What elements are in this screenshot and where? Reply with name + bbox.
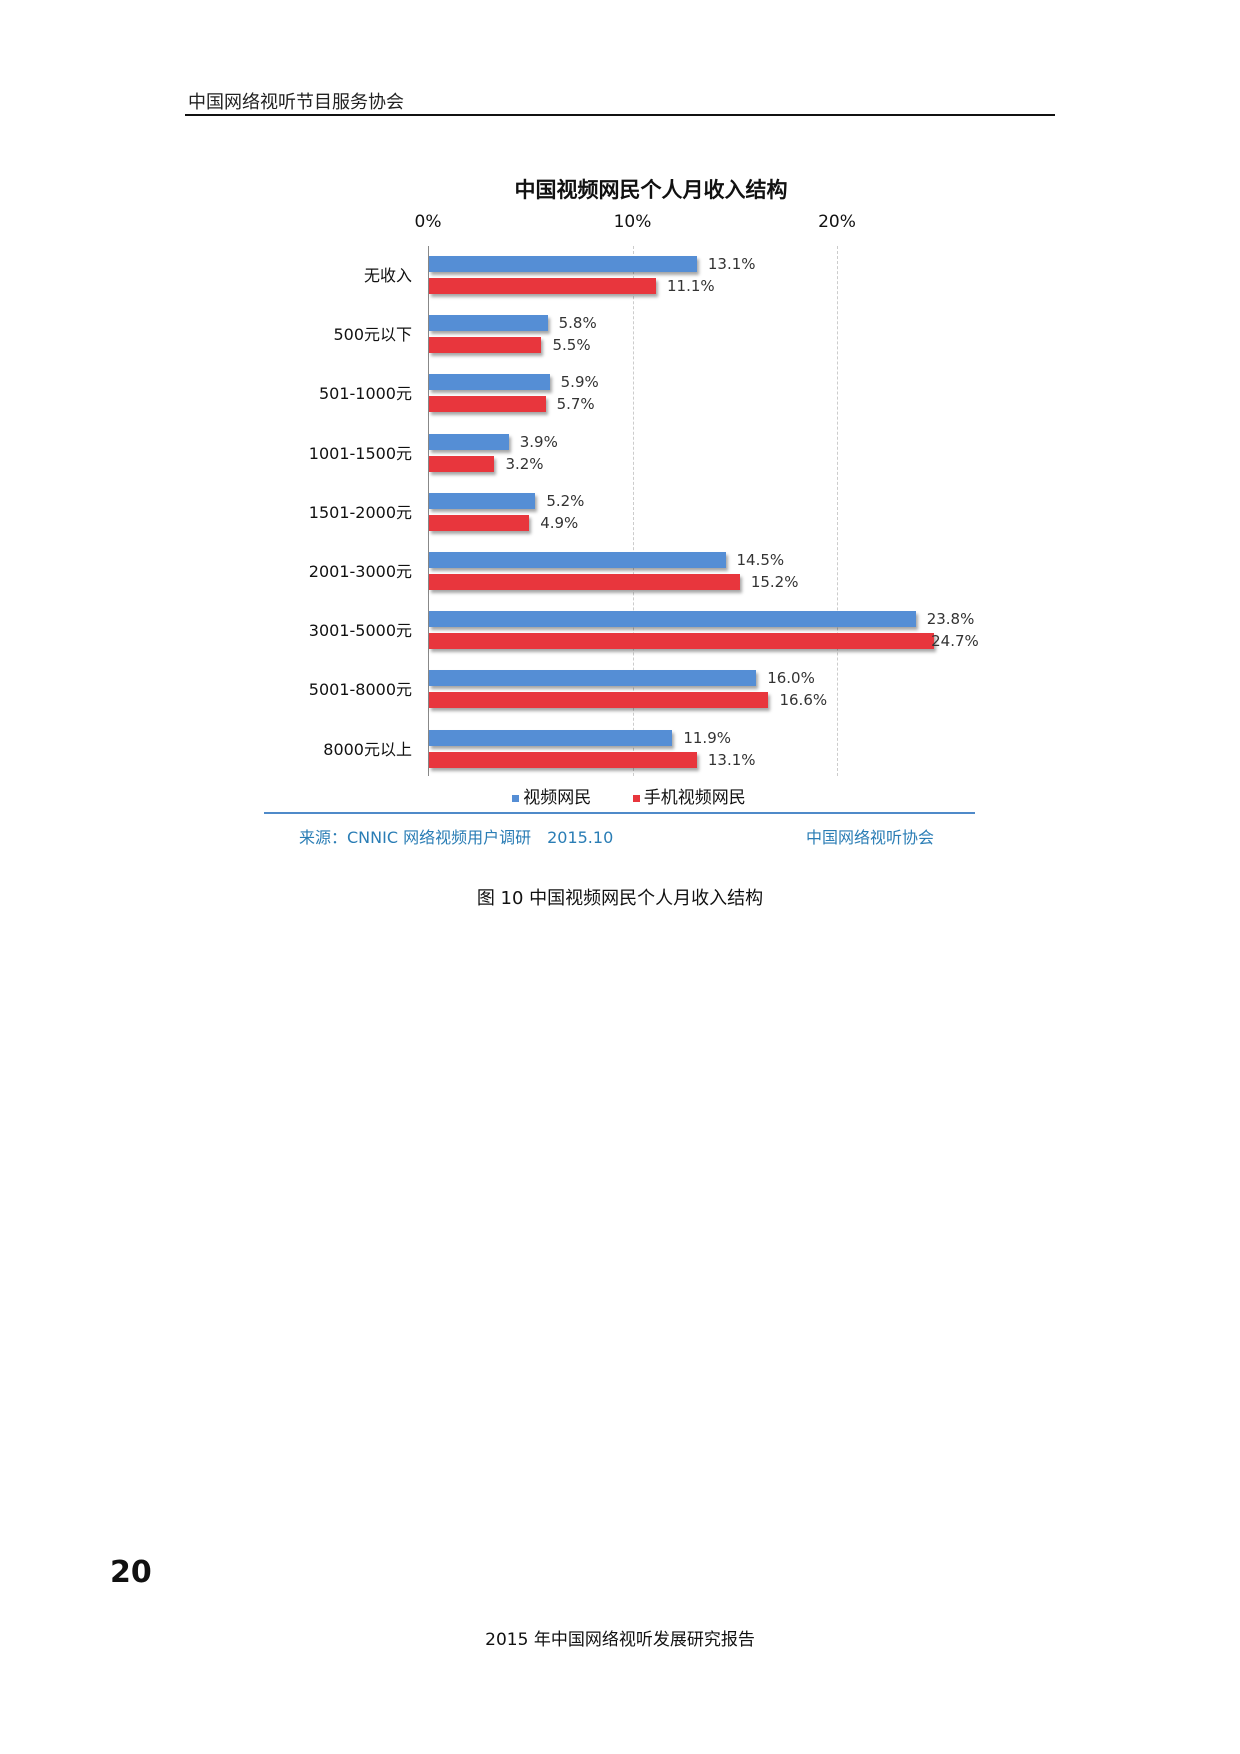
bar-mobile-video-users <box>429 396 546 413</box>
bar-video-users <box>429 552 726 568</box>
data-label: 11.9% <box>683 728 731 747</box>
data-label: 11.1% <box>666 277 715 295</box>
data-label: 3.9% <box>519 432 558 451</box>
data-label: 16.0% <box>767 669 815 688</box>
bar-video-users <box>429 611 916 628</box>
running-header: 中国网络视听节目服务协会 <box>188 92 404 113</box>
data-label: 3.2% <box>505 454 544 473</box>
x-tick-label: 10% <box>613 212 652 232</box>
bar-mobile-video-users <box>429 278 656 294</box>
header-rule <box>185 114 1055 116</box>
data-label: 4.9% <box>540 513 579 532</box>
data-label: 13.1% <box>707 255 756 273</box>
source-note: 来源：CNNIC 网络视频用户调研 2015.10 <box>299 828 614 847</box>
bar-mobile-video-users <box>429 692 769 709</box>
bar-mobile-video-users <box>429 455 495 472</box>
bar-video-users <box>429 492 536 509</box>
category-label: 5001-8000元 <box>308 680 412 700</box>
legend-label: 视频网民 <box>523 788 592 808</box>
figure-caption: 图 10 中国视频网民个人月收入结构 <box>476 888 764 909</box>
data-label: 23.8% <box>926 610 975 629</box>
data-label: 5.2% <box>546 491 585 510</box>
category-label: 500元以下 <box>333 325 412 345</box>
data-label: 15.2% <box>750 573 799 591</box>
bar-video-users <box>429 256 697 272</box>
legend-item-mobile: 手机视频网民 <box>632 788 746 808</box>
bar-mobile-video-users <box>429 633 935 650</box>
chart-legend: 视频网民 手机视频网民 <box>0 783 1240 808</box>
running-footer: 2015 年中国网络视听发展研究报告 <box>485 1630 755 1650</box>
bar-video-users <box>429 670 757 687</box>
data-label: 24.7% <box>931 632 979 651</box>
gridline <box>837 246 838 776</box>
data-label: 16.6% <box>779 691 828 710</box>
category-label: 1001-1500元 <box>308 443 412 463</box>
legend-item-video: 视频网民 <box>512 788 591 808</box>
data-label: 5.7% <box>556 395 595 414</box>
y-axis-line <box>428 246 429 776</box>
bar-mobile-video-users <box>429 514 530 531</box>
bar-video-users <box>429 315 548 332</box>
bar-video-users <box>429 433 509 450</box>
bar-video-users <box>429 729 673 746</box>
legend-swatch-blue <box>512 794 520 802</box>
x-tick-label: 20% <box>818 212 856 232</box>
legend-label: 手机视频网民 <box>643 788 746 808</box>
data-label: 5.5% <box>552 336 591 355</box>
bar-mobile-video-users <box>429 751 697 768</box>
gridline <box>632 246 634 776</box>
bar-mobile-video-users <box>429 337 542 354</box>
category-label: 无收入 <box>363 266 412 285</box>
bar-mobile-video-users <box>429 574 740 590</box>
category-label: 3001-5000元 <box>308 621 412 641</box>
bar-video-users <box>429 374 550 391</box>
category-label: 2001-3000元 <box>308 562 412 581</box>
data-label: 5.8% <box>558 314 597 333</box>
data-label: 13.1% <box>707 750 756 769</box>
chart-title: 中国视频网民个人月收入结构 <box>514 178 788 202</box>
data-label: 5.9% <box>560 373 599 392</box>
legend-swatch-red <box>632 794 640 802</box>
data-label: 14.5% <box>736 551 785 569</box>
category-label: 8000元以上 <box>323 739 412 759</box>
x-tick-label: 0% <box>414 212 442 232</box>
source-divider <box>264 812 975 814</box>
source-org: 中国网络视听协会 <box>806 828 935 847</box>
page-number: 20 <box>110 1555 152 1590</box>
category-label: 501-1000元 <box>318 384 412 404</box>
category-label: 1501-2000元 <box>308 502 412 522</box>
